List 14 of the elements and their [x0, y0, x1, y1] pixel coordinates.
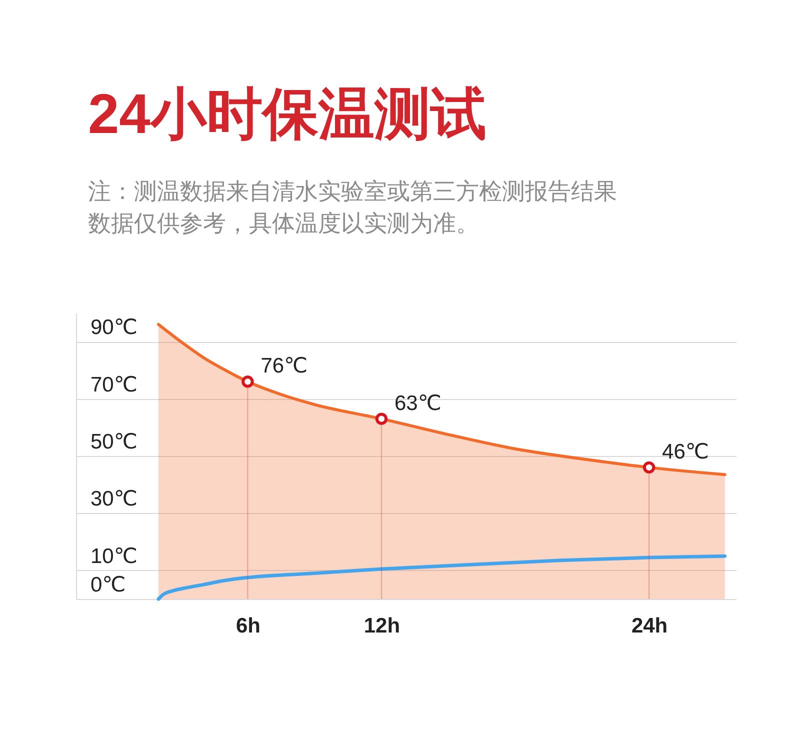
chart-title: 24小时保温测试	[88, 82, 486, 145]
y-tick-label: 90℃	[90, 316, 138, 340]
data-label: 76℃	[260, 354, 308, 378]
x-tick-label: 12h	[364, 614, 400, 638]
y-tick-label: 0℃	[90, 574, 126, 596]
y-tick-label: 10℃	[90, 544, 138, 568]
x-tick-label: 24h	[631, 614, 668, 638]
data-label: 63℃	[394, 392, 442, 415]
x-tick-label: 6h	[236, 614, 260, 638]
y-tick-label: 30℃	[90, 488, 138, 511]
y-tick-label: 50℃	[90, 430, 138, 454]
data-label: 46℃	[662, 440, 709, 464]
chart-subtitle: 注：测温数据来自清水实验室或第三方检测报告结果数据仅供参考，具体温度以实测为准。	[88, 178, 617, 236]
y-tick-label: 70℃	[90, 373, 138, 396]
